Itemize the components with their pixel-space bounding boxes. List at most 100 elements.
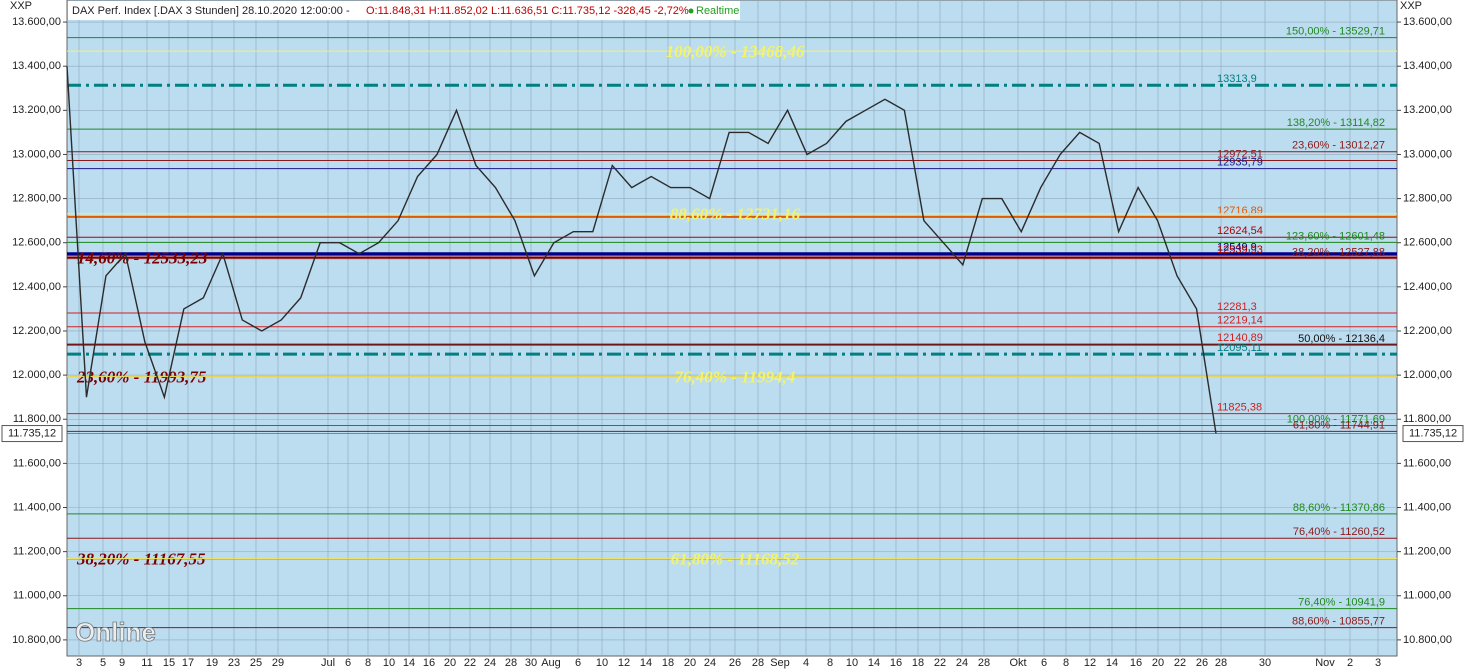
price-line [66, 66, 1217, 434]
fib-label: 14,60% - 12533,23 [77, 248, 208, 267]
last-price-tag-right-box [1402, 425, 1464, 443]
fib-label: 76,40% - 11994,4 [675, 367, 796, 386]
x-tick-label: 22 [1174, 657, 1186, 669]
watermark: Online [75, 617, 156, 647]
y-tick-label-right: 12.200,00 [1403, 325, 1452, 337]
x-tick-label: 18 [912, 657, 924, 669]
level-label: 38,20% - 12527,88 [1292, 247, 1385, 259]
x-tick-label: 20 [1152, 657, 1164, 669]
y-tick-label: 12.600,00 [12, 237, 61, 249]
y-tick-label-right: 11.600,00 [1403, 457, 1451, 469]
x-tick-label: 12 [1084, 657, 1096, 669]
y-tick-label: 13.400,00 [12, 60, 61, 72]
x-tick-label: 10 [383, 657, 395, 669]
levels-layer: 150,00% - 13529,71 13313,9 138,20% - 13114… [67, 25, 1397, 629]
last-price-tag-right: 11.735,12 [1409, 427, 1457, 439]
x-tick-label: 12 [618, 657, 630, 669]
x-tick-label: 14 [640, 657, 652, 669]
y-tick-label: 11.800,00 [13, 413, 61, 425]
level-label: 12281,3 [1217, 301, 1257, 313]
x-tick-label: 9 [119, 657, 125, 669]
marks-layer [66, 66, 1397, 434]
fib-label: 38,20% - 11167,55 [76, 550, 206, 569]
y-tick-label: 13.000,00 [12, 148, 61, 160]
y-tick-label-right: 10.800,00 [1403, 634, 1452, 646]
x-tick-label: 6 [575, 657, 581, 669]
x-tick-label: 16 [423, 657, 435, 669]
plot-area [66, 0, 1398, 657]
y-tick-label-right: 12.000,00 [1403, 369, 1452, 381]
x-tick-label: 28 [1215, 657, 1227, 669]
x-tick-label: 17 [182, 657, 194, 669]
x-tick-label: 20 [444, 657, 456, 669]
x-tick-label: Jul [321, 657, 335, 669]
level-label: 50,00% - 12136,4 [1298, 333, 1385, 345]
x-tick-label: 5 [100, 657, 106, 669]
level-label: 12219,14 [1217, 315, 1263, 327]
level-label: 12549,9 [1217, 242, 1257, 254]
x-tick-label: 10 [846, 657, 858, 669]
x-tick-label: 16 [890, 657, 902, 669]
y-tick-label: 12.400,00 [12, 281, 61, 293]
y-tick-label-right: 11.800,00 [1403, 413, 1451, 425]
level-label: 23,60% - 13012,27 [1292, 140, 1385, 152]
x-tick-label: 14 [403, 657, 415, 669]
level-label: 61,80% - 11744,91 [1293, 419, 1385, 431]
x-tick-label: Nov [1315, 657, 1335, 669]
last-price-tag-left-box [1, 425, 63, 443]
x-tick-label: 20 [684, 657, 696, 669]
y-tick-label-right: 13.200,00 [1403, 104, 1452, 116]
y-tick-label-right: 11.200,00 [1403, 546, 1451, 558]
level-label: 12539,93 [1217, 244, 1263, 256]
x-tick-label: 8 [827, 657, 833, 669]
y-tick-label: 13.200,00 [12, 104, 61, 116]
x-tick-label: 3 [76, 657, 82, 669]
x-tick-label: 29 [272, 657, 284, 669]
y-tick-label: 12.200,00 [12, 325, 61, 337]
x-tick-label: 16 [1130, 657, 1142, 669]
fib-label: 88,60% - 12731,16 [670, 205, 801, 224]
y-tick-label-right: 12.600,00 [1403, 237, 1452, 249]
y-tick-label-right: 11.000,00 [1403, 590, 1451, 602]
y-tick-label: 13.600,00 [12, 16, 61, 28]
x-tick-label: 30 [1259, 657, 1271, 669]
header-quote: O:11.848,31 H:11.852,02 L:11.636,51 C:11… [366, 5, 689, 17]
level-label: 12624,54 [1217, 225, 1263, 237]
x-tick-label: 25 [250, 657, 262, 669]
x-tick-label: 24 [704, 657, 716, 669]
x-tick-label: 14 [868, 657, 880, 669]
y-tick-label: 11.600,00 [13, 457, 61, 469]
x-tick-label: 23 [228, 657, 240, 669]
x-tick-label: 8 [365, 657, 371, 669]
y-axis-label: XXP [10, 0, 32, 12]
level-label: 12716,89 [1217, 205, 1263, 217]
y-tick-label: 11.000,00 [13, 590, 61, 602]
level-label: 138,20% - 13114,82 [1287, 117, 1385, 129]
x-tick-label: 28 [752, 657, 764, 669]
level-label: 76,40% - 11260,52 [1293, 526, 1385, 538]
x-tick-label: 8 [1063, 657, 1069, 669]
y-tick-label-right: 11.400,00 [1403, 501, 1451, 513]
level-label: 13313,9 [1217, 73, 1257, 85]
level-label: 100,00% - 11771,69 [1287, 413, 1385, 425]
level-label: 88,60% - 10855,77 [1292, 615, 1385, 627]
x-tick-label: 4 [803, 657, 809, 669]
level-label: 88,60% - 11370,86 [1293, 502, 1385, 514]
fib-label: 61,80% - 11168,52 [671, 549, 800, 568]
x-tick-label: 24 [484, 657, 496, 669]
x-tick-label: 19 [206, 657, 218, 669]
y-tick-label: 11.200,00 [13, 546, 61, 558]
x-tick-label: 14 [1106, 657, 1118, 669]
level-label: 12140,89 [1217, 332, 1263, 344]
x-tick-label: 30 [525, 657, 537, 669]
x-tick-label: Aug [541, 657, 561, 669]
x-tick-label: 2 [1347, 657, 1353, 669]
x-tick-label: 11 [141, 657, 152, 669]
header-status: Realtime [696, 5, 739, 17]
x-tick-label: 3 [1375, 657, 1381, 669]
level-label: 150,00% - 13529,71 [1286, 25, 1385, 37]
y-tick-label: 10.800,00 [12, 634, 61, 646]
y-tick-label-right: 13.400,00 [1403, 60, 1452, 72]
x-tick-label: 6 [1041, 657, 1047, 669]
